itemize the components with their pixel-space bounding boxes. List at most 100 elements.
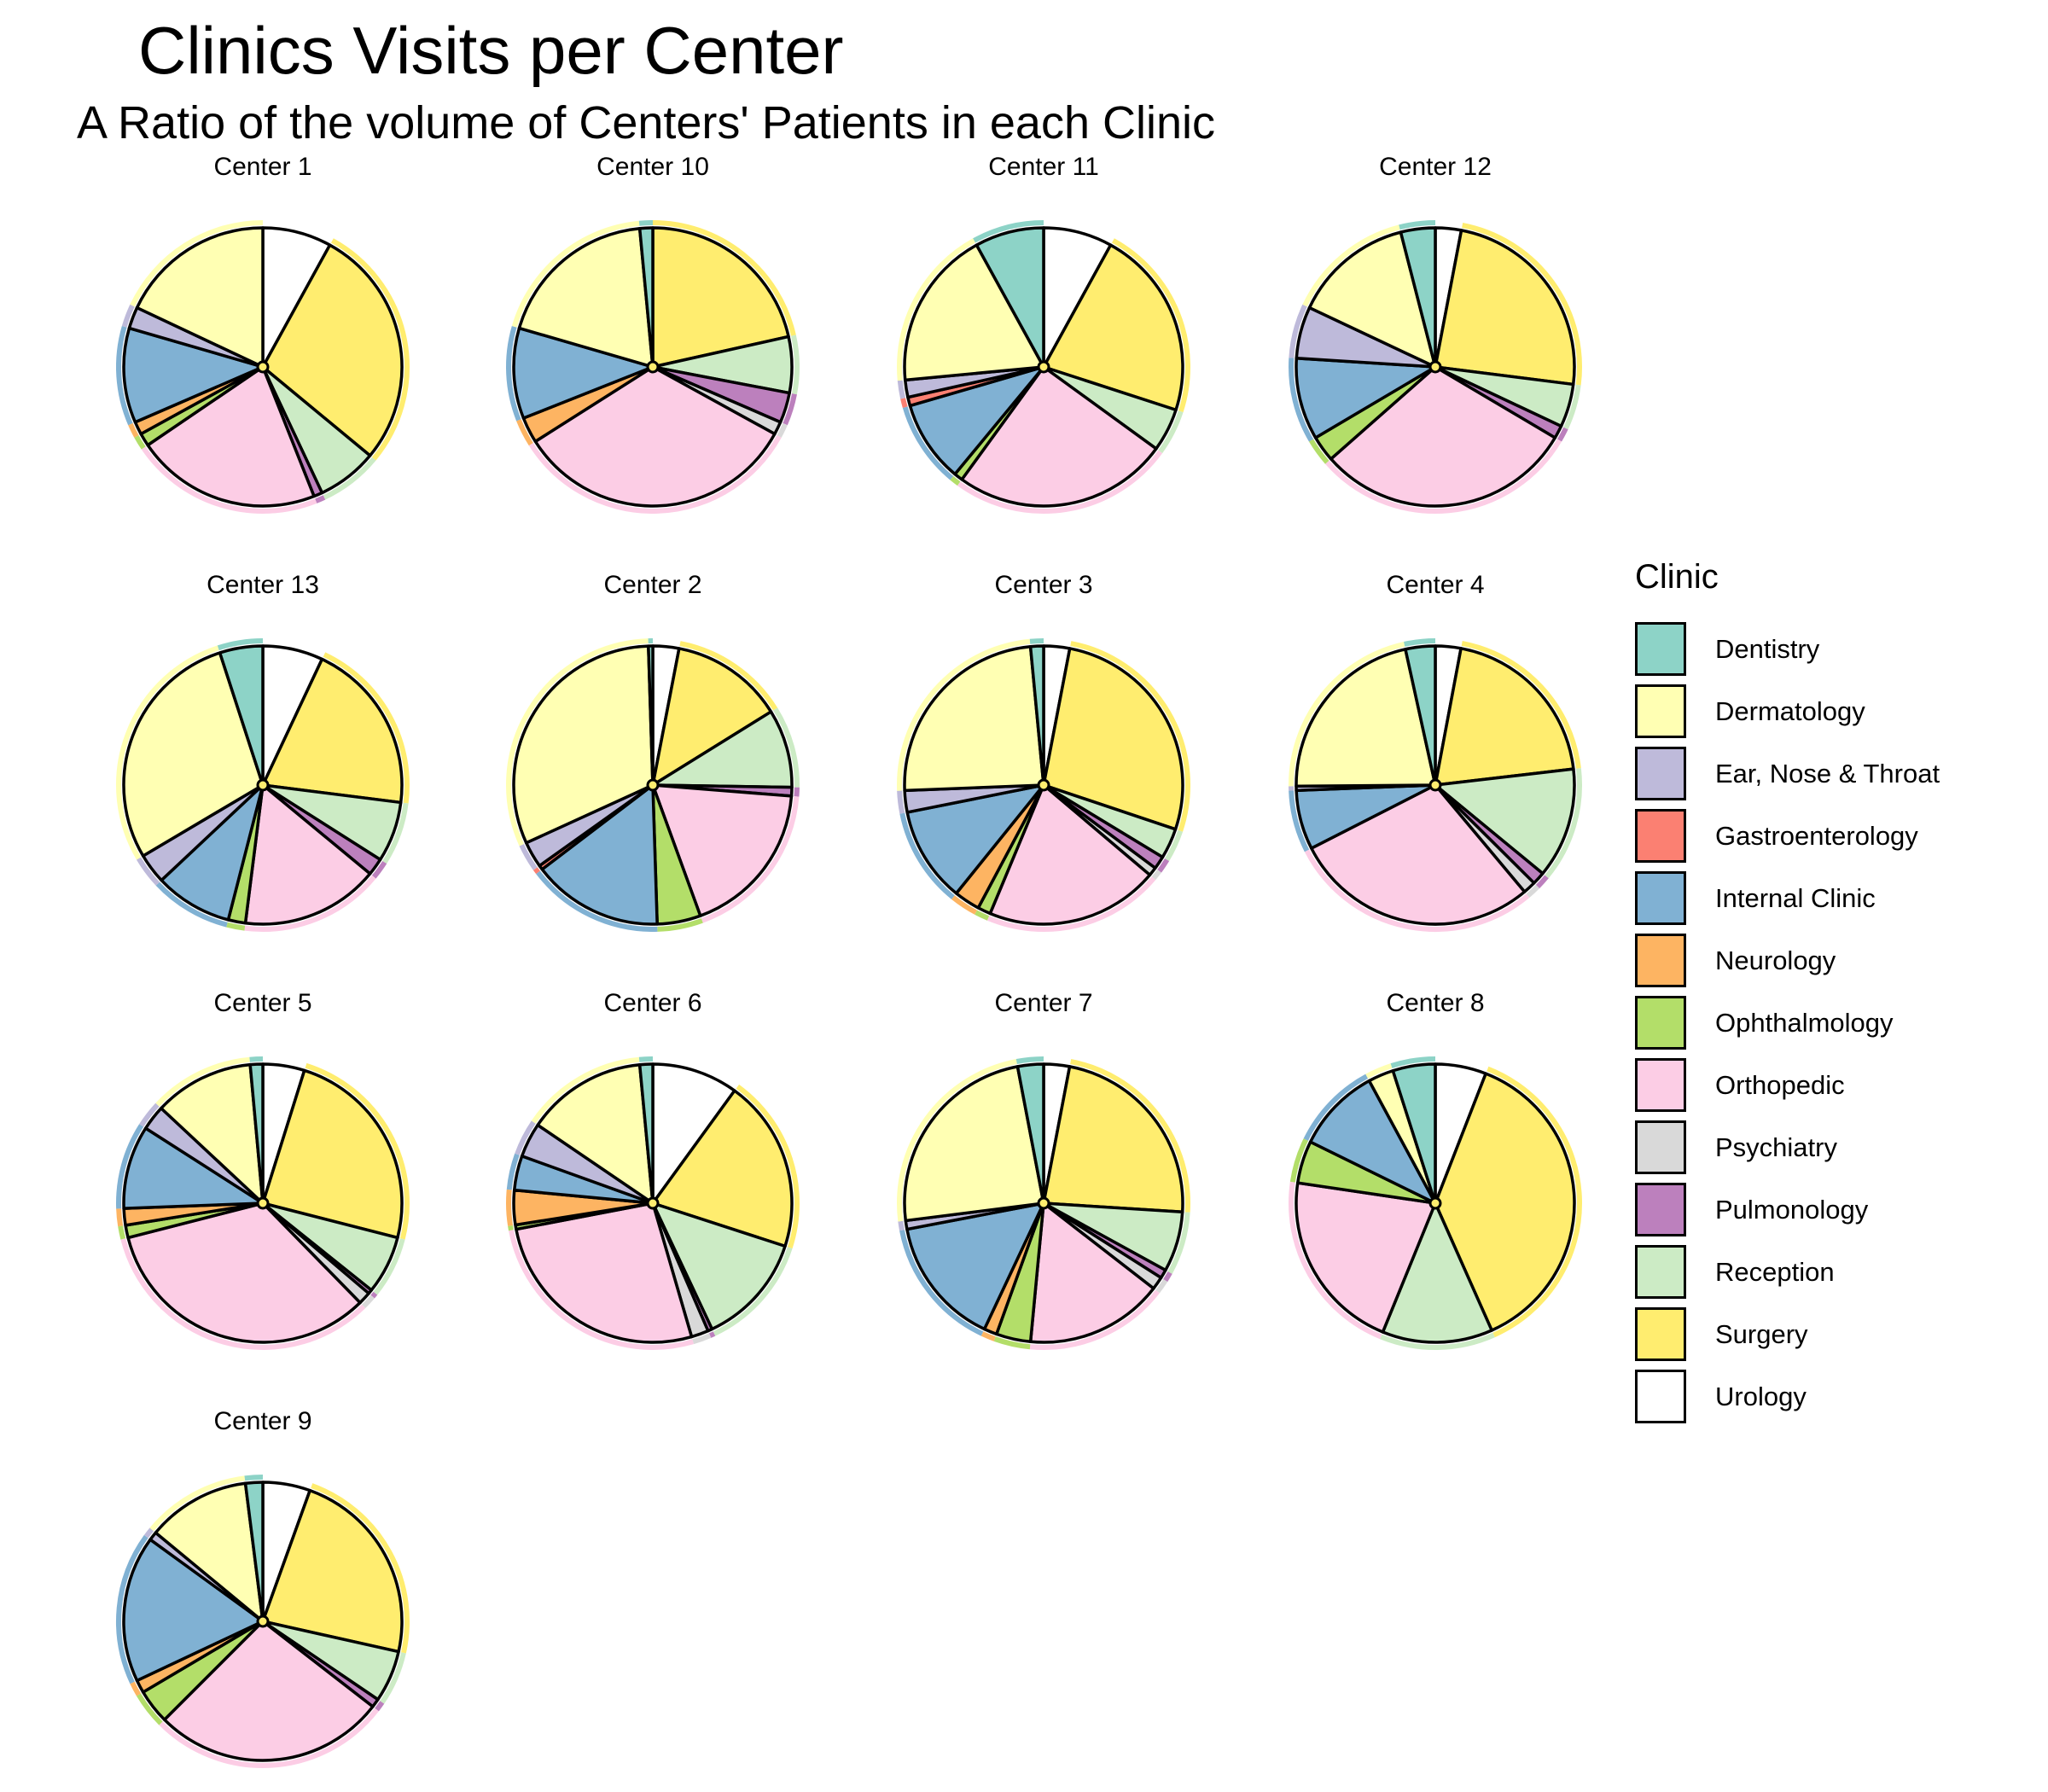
legend-label: Dermatology <box>1715 695 1865 726</box>
rim-reception <box>382 802 409 864</box>
slice-orthopedic <box>1329 365 1557 508</box>
slice-dentistry <box>637 1062 655 1205</box>
pie-center-2: Center 2 <box>506 571 800 932</box>
rim-psychiatry <box>777 422 788 438</box>
legend-item-ophthalmology: Ophthalmology <box>1635 992 2036 1054</box>
slice-orthopedic <box>1310 783 1527 926</box>
legend-key <box>1635 1245 1686 1299</box>
slice-dentistry <box>975 226 1045 369</box>
rim-urology <box>262 638 326 657</box>
panel-label: Center 12 <box>1379 153 1492 181</box>
legend-title: Clinic <box>1635 558 1719 596</box>
rim-ophthalmology <box>657 917 703 932</box>
legend-item-internal-clinic: Internal Clinic <box>1635 867 2036 929</box>
panel-label: Center 1 <box>213 153 311 181</box>
panel-label: Center 7 <box>994 989 1092 1017</box>
slice-reception <box>651 710 794 789</box>
rim-reception <box>1563 384 1581 430</box>
rim-orthopedic <box>244 875 376 933</box>
pie-center-10: Center 10 <box>506 153 800 514</box>
legend-key <box>1635 871 1686 925</box>
legend-item-surgery: Surgery <box>1635 1303 2036 1365</box>
rim-dermatology <box>506 638 649 847</box>
slice-orthopedic <box>651 783 794 917</box>
pie-center-4: Center 4 <box>1289 571 1582 932</box>
slice-dentistry <box>637 226 655 369</box>
legend-item-ear-nose-throat: Ear, Nose & Throat <box>1635 742 2036 805</box>
pie-center-dot <box>256 1196 270 1210</box>
rim-reception <box>713 1247 793 1336</box>
slice-dentistry <box>1399 226 1437 369</box>
slice-internal-clinic <box>1295 357 1437 439</box>
pie-center-11: Center 11 <box>897 153 1191 514</box>
rim-orthopedic <box>957 450 1163 514</box>
rim-ophthalmology <box>136 1693 163 1725</box>
legend-key <box>1635 809 1686 863</box>
rim-dentistry <box>217 638 264 651</box>
rim-ear-nose-throat <box>515 1120 536 1155</box>
slice-dermatology <box>903 243 1045 382</box>
slice-surgery <box>1042 243 1184 412</box>
rim-reception <box>373 1238 405 1295</box>
slice-orthopedic <box>515 1201 694 1344</box>
rim-pulmonology <box>1157 858 1170 873</box>
rim-neurology <box>980 1331 996 1341</box>
rim-dermatology <box>1302 224 1400 307</box>
rim-surgery <box>330 238 410 461</box>
pie-center-6: Center 6 <box>506 989 800 1350</box>
rim-orthopedic <box>701 796 800 923</box>
rim-dentistry <box>1404 638 1436 647</box>
rim-dentistry <box>1029 638 1044 644</box>
panel-label: Center 11 <box>988 153 1099 181</box>
legend-key <box>1635 747 1686 800</box>
pie-center-dot <box>1428 1196 1442 1210</box>
pie-center-dot <box>646 360 660 374</box>
slice-dermatology <box>512 644 655 845</box>
rim-ophthalmology <box>226 922 246 931</box>
rim-pulmonology <box>375 1701 385 1712</box>
pie-center-13: Center 13 <box>116 571 410 933</box>
slice-surgery <box>1434 1072 1576 1332</box>
pie-center-dot <box>256 360 270 374</box>
rim-ear-nose-throat <box>121 304 135 328</box>
slice-dermatology <box>154 1481 265 1623</box>
slice-surgery <box>1434 647 1575 787</box>
pie-center-dot <box>1037 360 1050 374</box>
rim-pulmonology <box>1163 1271 1172 1283</box>
rim-surgery <box>1462 223 1583 386</box>
slice-internal-clinic <box>1308 1079 1437 1205</box>
pie-center-7: Center 7 <box>896 989 1191 1350</box>
rim-dentistry <box>638 220 654 226</box>
chart-subtitle: A Ratio of the volume of Centers' Patien… <box>77 97 1215 148</box>
slice-surgery <box>261 1068 404 1240</box>
rim-surgery <box>1461 640 1581 769</box>
slice-orthopedic <box>960 365 1158 508</box>
slice-dentistry <box>243 1481 265 1623</box>
rim-psychiatry <box>1151 870 1162 881</box>
legend-key <box>1635 684 1686 738</box>
rim-pulmonology <box>371 860 387 879</box>
legend-key <box>1635 622 1686 676</box>
rim-ophthalmology <box>134 434 146 450</box>
slice-dentistry <box>248 1062 265 1205</box>
panel-label: Center 13 <box>207 571 319 599</box>
legend-item-reception: Reception <box>1635 1241 2036 1303</box>
slice-surgery <box>261 243 404 457</box>
rim-dermatology <box>1365 1063 1393 1079</box>
rim-orthopedic <box>1304 849 1530 932</box>
rim-internal-clinic <box>902 406 954 480</box>
legend-item-psychiatry: Psychiatry <box>1635 1116 2036 1178</box>
rim-surgery <box>1487 1066 1582 1338</box>
rim-orthopedic <box>1324 439 1562 514</box>
rim-orthopedic <box>528 434 782 514</box>
rim-dermatology <box>149 1475 246 1532</box>
slice-dentistry <box>218 644 265 787</box>
pie-center-5: Center 5 <box>116 989 410 1350</box>
legend-key <box>1635 1058 1686 1112</box>
rim-surgery <box>736 1084 800 1249</box>
rim-internal-clinic <box>506 1153 520 1190</box>
pie-center-12: Center 12 <box>1288 153 1583 514</box>
slice-internal-clinic <box>512 326 655 420</box>
rim-urology <box>1043 638 1072 646</box>
rim-dermatology <box>155 1056 250 1107</box>
